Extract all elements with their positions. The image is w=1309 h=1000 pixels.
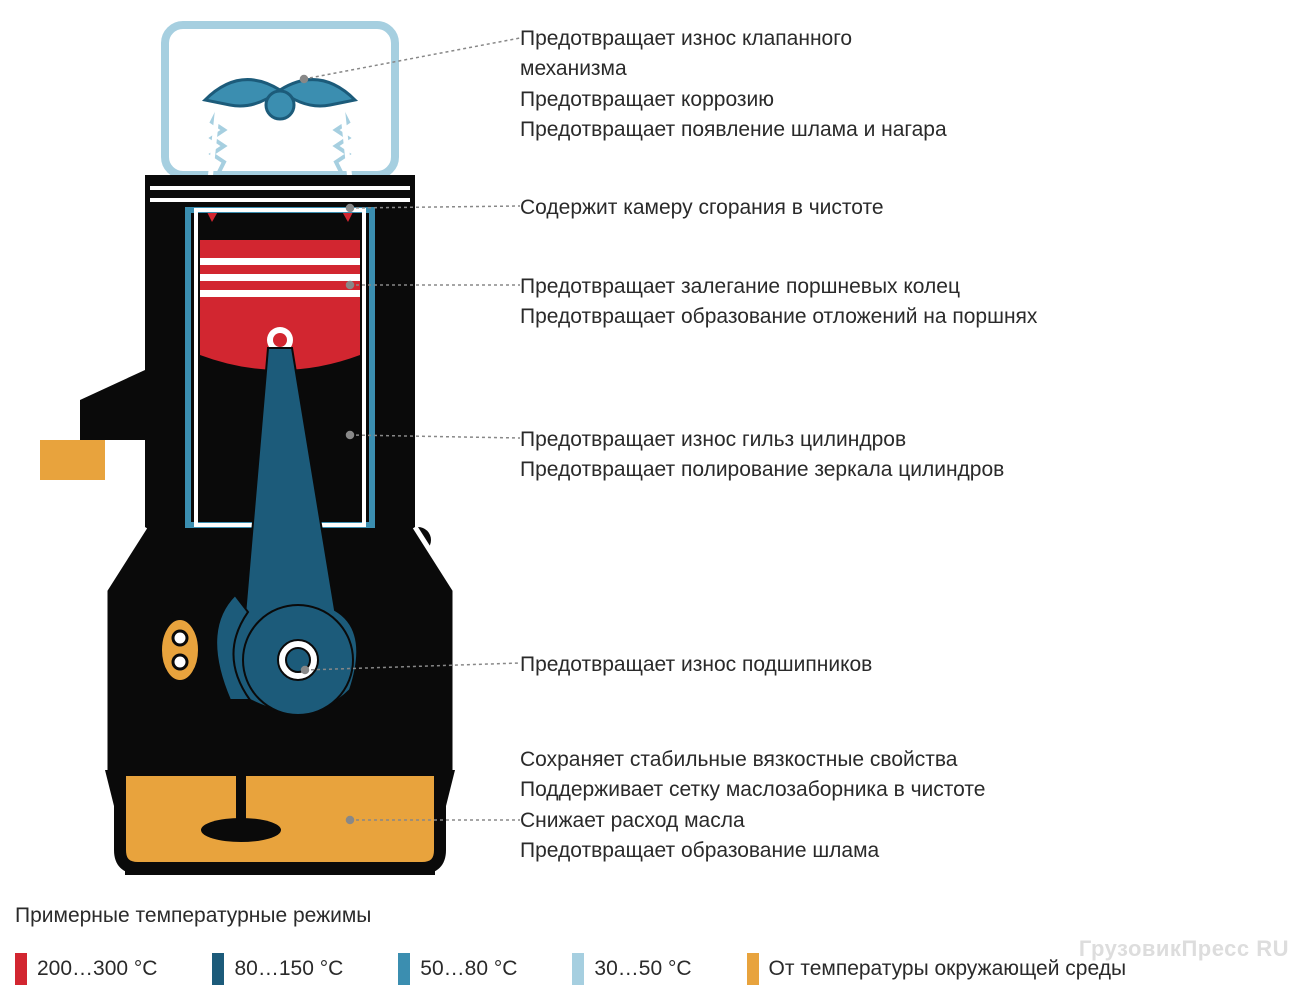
legend-swatch [212, 953, 224, 985]
watermark: ГрузовикПресс RU [1079, 936, 1289, 962]
label-group-4: Предотвращает износ подшипников [520, 650, 872, 680]
label-line: Снижает расход масла [520, 806, 985, 836]
label-line: Предотвращает появление шлама и нагара [520, 115, 947, 145]
legend-swatch [15, 953, 27, 985]
engine-diagram [40, 10, 500, 880]
legend-item-3: 30…50 °C [572, 953, 691, 985]
legend-item-4: От температуры окружающей среды [747, 953, 1127, 985]
legend-label: 200…300 °C [37, 957, 157, 981]
legend-item-0: 200…300 °C [15, 953, 157, 985]
label-line: Сохраняет стабильные вязкостные свойства [520, 745, 985, 775]
label-group-5: Сохраняет стабильные вязкостные свойства… [520, 745, 985, 867]
label-group-0: Предотвращает износ клапанногомеханизмаП… [520, 24, 947, 146]
label-group-3: Предотвращает износ гильз цилиндровПредо… [520, 425, 1004, 486]
label-line: Предотвращает образование шлама [520, 836, 985, 866]
label-line: Предотвращает износ подшипников [520, 650, 872, 680]
label-line: Предотвращает залегание поршневых колец [520, 272, 1037, 302]
label-line: Содержит камеру сгорания в чистоте [520, 193, 884, 223]
legend-swatch [398, 953, 410, 985]
label-line: Предотвращает коррозию [520, 85, 947, 115]
label-group-2: Предотвращает залегание поршневых колецП… [520, 272, 1037, 333]
legend-swatch [747, 953, 759, 985]
legend-item-2: 50…80 °C [398, 953, 517, 985]
legend-title: Примерные температурные режимы [15, 904, 1295, 928]
labels-area: Предотвращает износ клапанногомеханизмаП… [520, 10, 1290, 880]
legend-item-1: 80…150 °C [212, 953, 343, 985]
label-line: Предотвращает износ гильз цилиндров [520, 425, 1004, 455]
legend-swatch [572, 953, 584, 985]
legend-label: 50…80 °C [420, 957, 517, 981]
legend-label: 30…50 °C [594, 957, 691, 981]
label-line: механизма [520, 54, 947, 84]
label-line: Предотвращает полирование зеркала цилинд… [520, 455, 1004, 485]
legend-label: 80…150 °C [234, 957, 343, 981]
label-line: Поддерживает сетку маслозаборника в чист… [520, 775, 985, 805]
label-group-1: Содержит камеру сгорания в чистоте [520, 193, 884, 223]
engine-svg [40, 10, 500, 880]
legend-label: От температуры окружающей среды [769, 957, 1127, 981]
label-line: Предотвращает образование отложений на п… [520, 302, 1037, 332]
label-line: Предотвращает износ клапанного [520, 24, 947, 54]
